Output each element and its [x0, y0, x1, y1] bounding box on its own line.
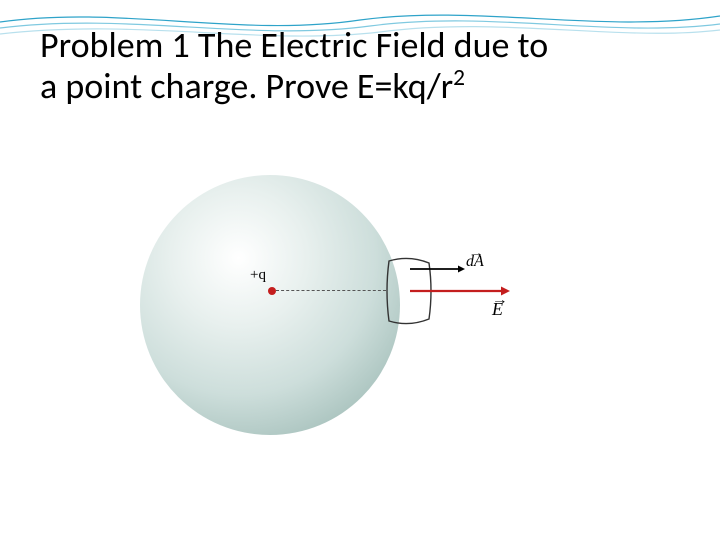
- diagram-container: +q dA → E →: [130, 155, 550, 465]
- point-charge: [268, 287, 276, 295]
- radial-dashed-line: [276, 290, 386, 291]
- slide-title: Problem 1 The Electric Field due to a po…: [40, 25, 680, 108]
- title-line-2: a point charge. Prove E=kq/r2: [40, 66, 680, 107]
- title-line-1: Problem 1 The Electric Field due to: [40, 25, 680, 66]
- E-vector-arrow: [130, 155, 140, 165]
- title-superscript: 2: [453, 64, 465, 92]
- E-overarrow: →: [492, 292, 508, 308]
- title-line-2-text: a point charge. Prove E=kq/r: [40, 64, 453, 108]
- dA-overarrow: →: [469, 246, 484, 261]
- area-element-patch: [385, 255, 445, 335]
- charge-label: +q: [250, 267, 266, 284]
